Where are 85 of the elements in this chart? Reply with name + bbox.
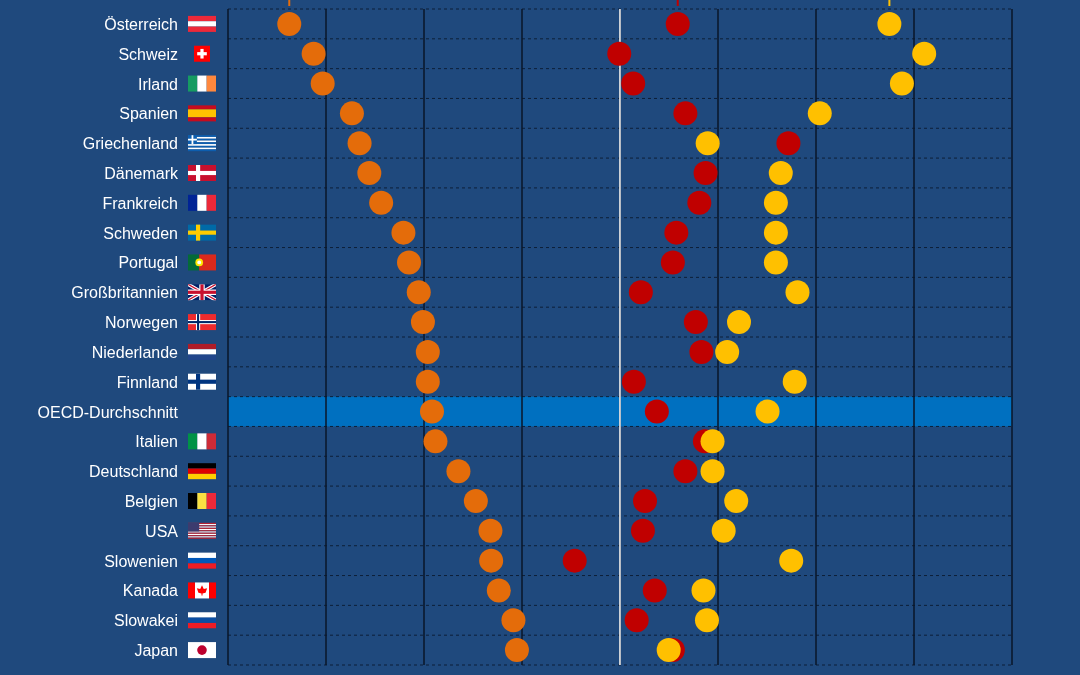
point: [673, 101, 698, 126]
point: [763, 250, 788, 275]
y-tick-label: Großbritannien: [71, 283, 178, 301]
point: [715, 339, 740, 364]
y-tick-label: Niederlande: [91, 343, 179, 361]
y-tick-label: Irland: [137, 75, 178, 93]
point: [695, 131, 720, 156]
point: [889, 71, 914, 96]
y-tick-label: Slowakei: [113, 611, 178, 629]
point: [301, 41, 326, 66]
point: [785, 280, 810, 305]
point: [423, 429, 448, 454]
y-tick-label: Portugal: [118, 253, 178, 271]
point: [410, 310, 435, 335]
y-tick-label: Schweiz: [118, 45, 178, 63]
point: [621, 71, 646, 96]
point: [562, 548, 587, 573]
y-tick-label: Griechenland: [82, 134, 178, 152]
point: [415, 369, 440, 394]
y-tick-label: OECD-Durchschnitt: [37, 403, 179, 421]
y-tick-label: Belgien: [124, 492, 178, 510]
y-tick-label: Spanien: [119, 104, 178, 122]
point: [277, 11, 302, 36]
y-tick-label: Norwegen: [105, 313, 178, 331]
point: [607, 41, 632, 66]
point: [357, 161, 382, 185]
point: [768, 161, 793, 185]
point: [478, 518, 503, 543]
point: [694, 608, 719, 633]
y-tick-label: Italien: [135, 432, 178, 450]
point: [415, 339, 440, 364]
point: [479, 548, 504, 573]
point: [700, 429, 725, 454]
y-tick-label: Kanada: [122, 581, 179, 599]
point: [687, 190, 712, 215]
point: [501, 608, 526, 633]
point: [776, 131, 801, 156]
point: [689, 339, 714, 364]
point: [683, 310, 708, 335]
point: [347, 131, 372, 156]
point: [912, 41, 937, 66]
point: [633, 489, 658, 513]
point: [693, 161, 718, 185]
point: [763, 190, 788, 215]
point: [660, 250, 685, 275]
point: [463, 489, 488, 513]
y-tick-label: Finnland: [116, 373, 178, 391]
point: [673, 459, 698, 484]
point: [763, 220, 788, 245]
point: [621, 369, 646, 394]
y-tick-label: Slowenien: [104, 552, 178, 570]
point: [504, 638, 529, 663]
point: [397, 250, 422, 275]
point: [755, 399, 780, 424]
point: [664, 220, 689, 245]
point: [877, 11, 902, 36]
point: [339, 101, 364, 126]
point: [406, 280, 431, 305]
point: [628, 280, 653, 305]
y-tick-label: USA: [145, 522, 179, 540]
point: [807, 101, 832, 126]
point: [391, 220, 416, 245]
y-tick-label: Japan: [134, 641, 178, 659]
y-tick-label: Österreich: [104, 15, 178, 33]
point: [711, 518, 736, 543]
y-tick-label: Frankreich: [102, 194, 178, 212]
y-tick-label: Dänemark: [104, 164, 179, 182]
point: [727, 310, 752, 335]
point: [724, 489, 749, 513]
point: [691, 578, 716, 603]
point: [630, 518, 655, 543]
point: [700, 459, 725, 484]
point: [665, 11, 690, 36]
point: [624, 608, 649, 633]
point: [644, 399, 669, 424]
point: [779, 548, 804, 573]
point: [782, 369, 807, 394]
point: [419, 399, 444, 424]
point: [486, 578, 511, 603]
point: [446, 459, 471, 484]
point: [369, 190, 394, 215]
y-tick-label: Deutschland: [89, 462, 178, 480]
point: [310, 71, 335, 96]
y-tick-label: Schweden: [103, 224, 178, 242]
point: [642, 578, 667, 603]
